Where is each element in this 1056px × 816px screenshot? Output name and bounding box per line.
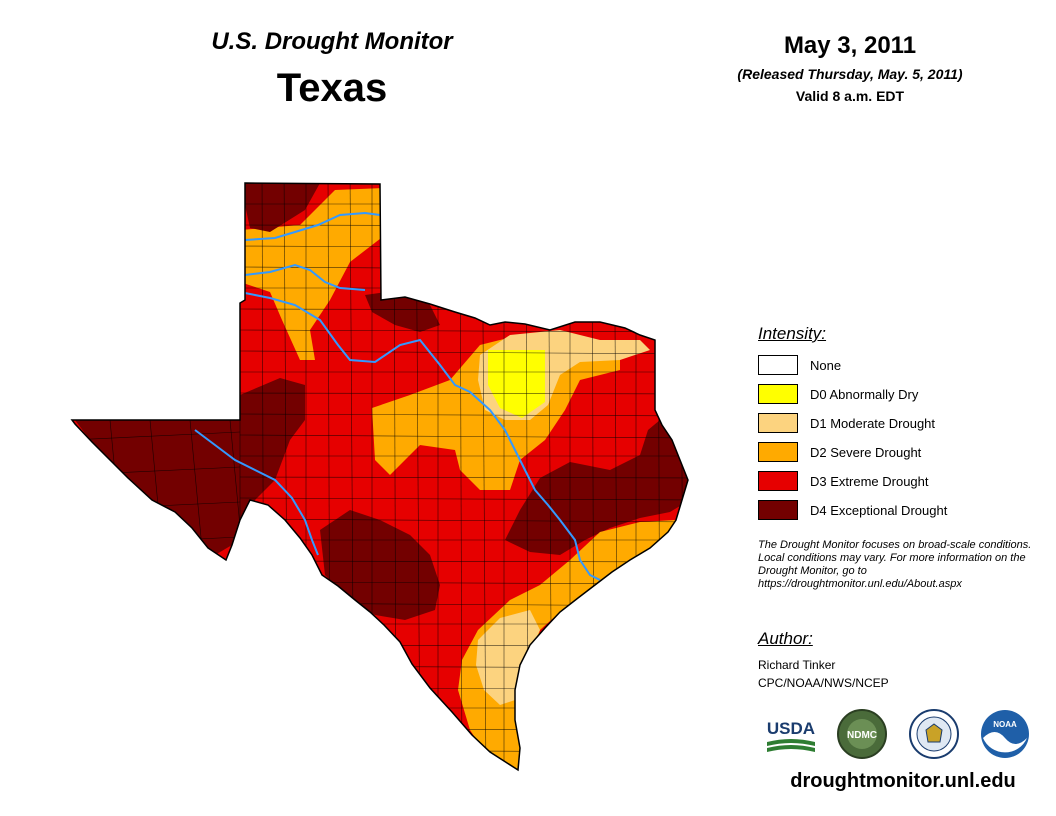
legend-item: None xyxy=(758,354,841,376)
map-date: May 3, 2011 xyxy=(783,32,917,59)
d4-rolling-plains xyxy=(365,290,440,332)
legend-item: D0 Abnormally Dry xyxy=(758,383,918,405)
legend-label: D2 Severe Drought xyxy=(810,444,922,460)
legend-swatch xyxy=(758,413,798,433)
release-date: (Released Thursday, May. 5, 2011) xyxy=(737,66,963,82)
state-name: Texas xyxy=(276,66,388,110)
partner-logos: USDA NDMC NOAA xyxy=(762,706,1034,762)
website-url[interactable]: droughtmonitor.unl.edu xyxy=(790,770,1016,792)
county-line xyxy=(239,413,688,417)
county-line xyxy=(239,749,688,753)
doc-seal-logo[interactable] xyxy=(905,708,963,760)
county-line xyxy=(239,329,688,333)
texas-drought-map xyxy=(70,182,700,774)
county-line xyxy=(240,771,700,774)
d4-panhandle-top xyxy=(245,183,320,232)
legend-swatch xyxy=(758,384,798,404)
pecos-river xyxy=(194,429,319,556)
d2-panhandle-west xyxy=(240,232,290,272)
legend-label: D3 Extreme Drought xyxy=(810,473,929,489)
county-line xyxy=(239,392,688,395)
county-line xyxy=(239,497,688,501)
state-border xyxy=(70,182,689,772)
legend-label: D1 Moderate Drought xyxy=(810,415,936,431)
legend-swatch xyxy=(758,355,798,375)
legend-label: D4 Exceptional Drought xyxy=(810,502,948,518)
legend-item: D2 Severe Drought xyxy=(758,441,921,463)
county-line xyxy=(239,476,688,479)
noaa-logo-text: NOAA xyxy=(993,720,1017,729)
header-title: U.S. Drought Monitor xyxy=(211,28,453,55)
county-line xyxy=(239,434,688,439)
brazos-river xyxy=(244,292,601,581)
valid-time: Valid 8 a.m. EDT xyxy=(795,88,905,104)
legend-item: D1 Moderate Drought xyxy=(758,412,935,434)
legend-item: D3 Extreme Drought xyxy=(758,470,929,492)
legend-item: D4 Exceptional Drought xyxy=(758,499,947,521)
county-line xyxy=(239,518,688,523)
county-line xyxy=(239,560,688,563)
red-river-prairie-dog xyxy=(244,263,366,291)
d2-coastal xyxy=(458,520,680,770)
noaa-logo[interactable]: NOAA xyxy=(976,708,1034,760)
d2-panhandle-region xyxy=(240,188,385,360)
d4-far-west xyxy=(75,378,305,555)
usda-logo-text: USDA xyxy=(767,719,815,738)
author-name: Richard Tinker xyxy=(758,658,836,672)
ndmc-logo[interactable]: NDMC xyxy=(833,708,891,760)
legend-swatch xyxy=(758,500,798,520)
canadian-river xyxy=(244,211,381,241)
d4-edwards-plateau xyxy=(320,510,440,620)
rivers xyxy=(194,211,601,581)
legend-label: D0 Abnormally Dry xyxy=(810,386,919,402)
d1-coastal-bend xyxy=(476,610,540,705)
county-line xyxy=(72,431,241,441)
county-line xyxy=(72,571,241,581)
author-org: CPC/NOAA/NWS/NCEP xyxy=(758,676,889,690)
legend-title: Intensity: xyxy=(758,324,827,343)
info-note: The Drought Monitor focuses on broad-sca… xyxy=(758,539,1032,590)
legend-swatch xyxy=(758,442,798,462)
ndmc-logo-text: NDMC xyxy=(847,730,877,741)
county-line xyxy=(239,350,688,355)
d0-abnormally-dry xyxy=(488,350,545,418)
author-title: Author: xyxy=(758,629,813,648)
usda-logo[interactable]: USDA xyxy=(762,708,820,760)
legend-label: None xyxy=(810,357,842,373)
county-line xyxy=(72,419,86,581)
legend-swatch xyxy=(758,471,798,491)
